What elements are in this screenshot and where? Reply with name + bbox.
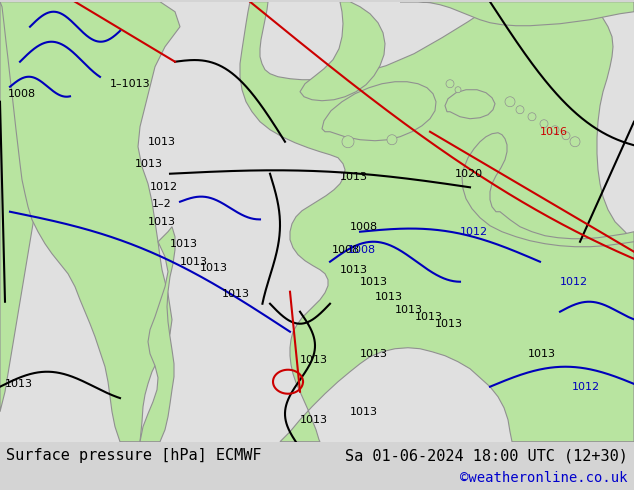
Text: 1013: 1013 — [415, 312, 443, 322]
Text: 1013: 1013 — [300, 355, 328, 365]
Text: 1008: 1008 — [348, 245, 376, 255]
Text: 1013: 1013 — [340, 172, 368, 182]
Polygon shape — [0, 2, 90, 412]
Text: 1012: 1012 — [150, 182, 178, 192]
Circle shape — [505, 97, 515, 107]
Text: 1013: 1013 — [148, 137, 176, 147]
Polygon shape — [300, 2, 385, 101]
Circle shape — [570, 137, 580, 147]
Polygon shape — [462, 133, 634, 247]
Polygon shape — [140, 227, 175, 441]
Text: 1013: 1013 — [528, 349, 556, 359]
Text: 1013: 1013 — [180, 257, 208, 267]
Polygon shape — [445, 90, 495, 119]
Text: 1013: 1013 — [5, 379, 33, 389]
Text: 1012: 1012 — [560, 277, 588, 287]
Circle shape — [540, 120, 548, 128]
Text: 1016: 1016 — [540, 127, 568, 137]
Text: 1013: 1013 — [340, 265, 368, 275]
Circle shape — [562, 132, 570, 140]
Text: 1–2: 1–2 — [152, 199, 172, 209]
Text: 1013: 1013 — [435, 318, 463, 329]
Text: 1013: 1013 — [395, 305, 423, 315]
Text: 1013: 1013 — [360, 277, 388, 287]
Circle shape — [387, 135, 397, 145]
Text: 1012: 1012 — [460, 227, 488, 237]
Text: 1013: 1013 — [300, 415, 328, 425]
Text: 1008: 1008 — [332, 245, 360, 255]
Text: 1008: 1008 — [8, 89, 36, 98]
Text: 1020: 1020 — [455, 169, 483, 179]
Circle shape — [516, 106, 524, 114]
Circle shape — [551, 126, 559, 134]
Text: 1–1013: 1–1013 — [110, 79, 151, 89]
Text: 1013: 1013 — [135, 159, 163, 169]
Text: 1012: 1012 — [572, 382, 600, 392]
Circle shape — [342, 136, 354, 147]
Text: ©weatheronline.co.uk: ©weatheronline.co.uk — [460, 471, 628, 485]
Text: 1013: 1013 — [350, 407, 378, 416]
Text: 1013: 1013 — [148, 217, 176, 227]
Text: 1013: 1013 — [200, 263, 228, 273]
Polygon shape — [240, 2, 634, 441]
Circle shape — [455, 87, 461, 93]
Text: 1013: 1013 — [222, 289, 250, 299]
Polygon shape — [400, 2, 634, 25]
Text: 1013: 1013 — [360, 349, 388, 359]
Polygon shape — [0, 2, 180, 441]
Text: 1013: 1013 — [170, 239, 198, 249]
Text: Surface pressure [hPa] ECMWF: Surface pressure [hPa] ECMWF — [6, 448, 262, 463]
Circle shape — [528, 113, 536, 121]
Text: 1008: 1008 — [350, 221, 378, 232]
Text: 1013: 1013 — [375, 292, 403, 302]
Polygon shape — [322, 82, 436, 141]
Text: Sa 01-06-2024 18:00 UTC (12+30): Sa 01-06-2024 18:00 UTC (12+30) — [345, 448, 628, 463]
Circle shape — [446, 80, 454, 88]
